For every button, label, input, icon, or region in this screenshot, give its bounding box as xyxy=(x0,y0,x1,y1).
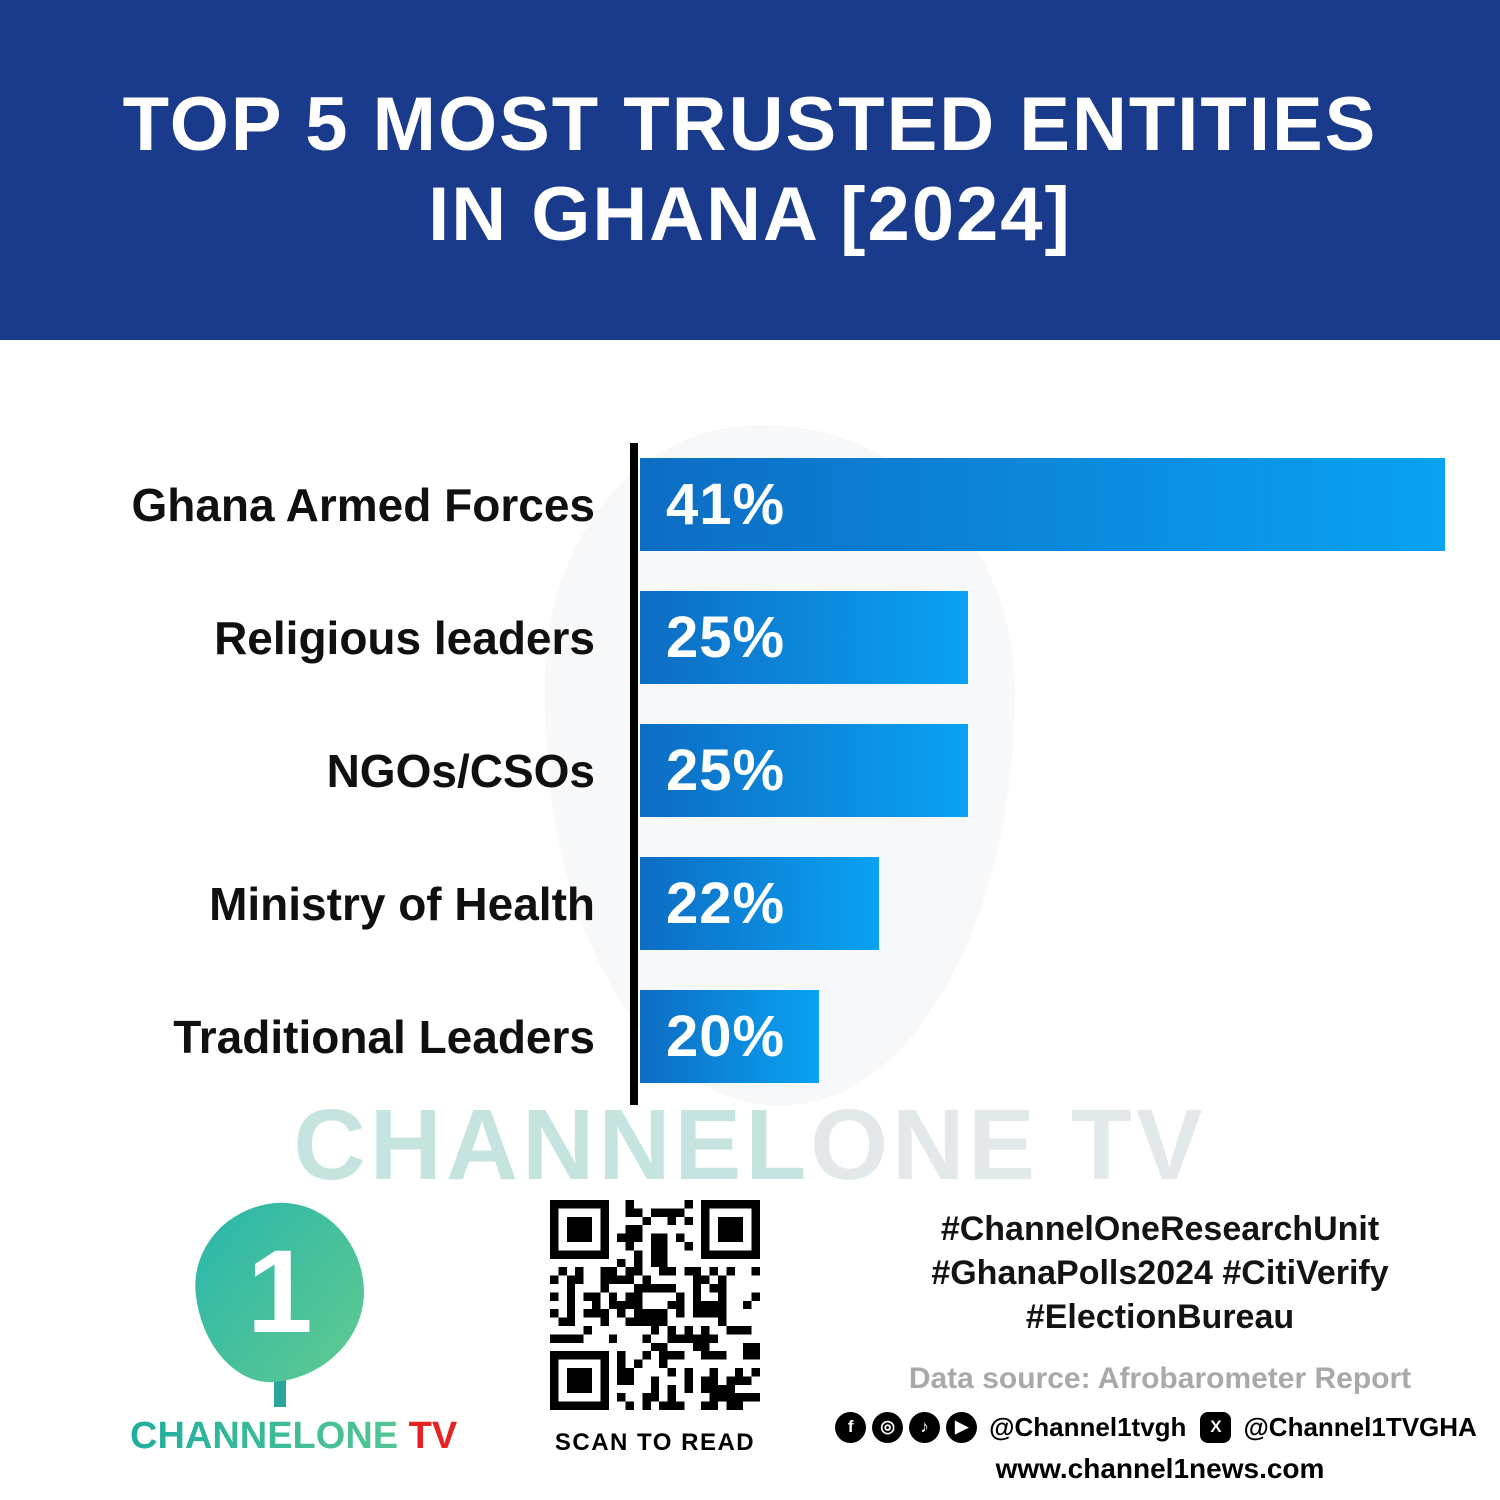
youtube-icon: ▶ xyxy=(946,1411,978,1443)
chart-row: Ghana Armed Forces 41% xyxy=(0,458,1500,551)
category-label: NGOs/CSOs xyxy=(326,744,595,797)
x-twitter-icon: X xyxy=(1200,1411,1232,1443)
header-banner: TOP 5 MOST TRUSTED ENTITIES IN GHANA [20… xyxy=(0,0,1500,340)
category-label: Ministry of Health xyxy=(209,877,595,930)
hashtag: #ElectionBureau xyxy=(1025,1298,1295,1337)
value-label: 25% xyxy=(666,605,786,670)
chart-row: Traditional Leaders 20% xyxy=(0,990,1500,1083)
qr-block: SCAN TO READ xyxy=(545,1200,765,1457)
chart-rows: Ghana Armed Forces 41% Religious leaders 25… xyxy=(0,458,1500,1083)
category-label: Traditional Leaders xyxy=(173,1010,595,1063)
brand-text-tv: TV xyxy=(398,1415,458,1457)
chart-row: NGOs/CSOs 25% xyxy=(0,724,1500,817)
brand-text-channelone: CHANNELONE xyxy=(130,1415,399,1457)
data-source: Data source: Afrobarometer Report xyxy=(908,1361,1412,1395)
value-label: 22% xyxy=(666,871,786,936)
logo-stem xyxy=(274,1377,286,1407)
title-line2: IN GHANA [2024] xyxy=(428,172,1072,257)
category-label: Religious leaders xyxy=(214,611,595,664)
page-title: TOP 5 MOST TRUSTED ENTITIES IN GHANA [20… xyxy=(123,80,1378,259)
bar-chart: Ghana Armed Forces 41% Religious leaders 25… xyxy=(0,458,1500,1123)
value-label: 25% xyxy=(666,738,786,803)
channelone-logo-block: 1 CHANNELONE TV xyxy=(130,1194,457,1458)
social-handle-1: @Channel1tvgh xyxy=(989,1411,1187,1442)
footer-right-block: #ChannelOneResearchUnit #GhanaPolls2024 #… xyxy=(835,1207,1477,1485)
facebook-icon: f xyxy=(835,1411,867,1443)
logo-digit: 1 xyxy=(247,1226,313,1359)
bar: 25% xyxy=(640,591,968,684)
hashtag: #GhanaPolls2024 #CitiVerify xyxy=(931,1254,1389,1293)
channelone-logo-icon: 1 xyxy=(187,1194,373,1390)
website-url: www.channel1news.com xyxy=(995,1452,1325,1484)
chart-axis xyxy=(630,443,638,1105)
bar: 20% xyxy=(640,990,819,1083)
brand-text: CHANNELONE TV xyxy=(130,1415,457,1458)
hashtag: #ChannelOneResearchUnit xyxy=(940,1210,1380,1248)
title-line1: TOP 5 MOST TRUSTED ENTITIES xyxy=(122,82,1378,168)
value-label: 20% xyxy=(666,1004,786,1069)
bar: 25% xyxy=(640,724,968,817)
bar: 22% xyxy=(640,857,879,950)
tiktok-icon: ♪ xyxy=(909,1411,941,1443)
category-label: Ghana Armed Forces xyxy=(131,478,595,531)
social-row: f ◎ ♪ ▶ @Channel1tvgh X @Channel1TVGHA xyxy=(835,1411,1477,1443)
bar: 41% xyxy=(640,458,1445,551)
instagram-icon: ◎ xyxy=(872,1411,904,1443)
footer: 1 CHANNELONE TV SCAN TO READ #ChannelOne… xyxy=(0,1194,1500,1500)
value-label: 41% xyxy=(666,472,786,537)
chart-row: Ministry of Health 22% xyxy=(0,857,1500,950)
qr-caption: SCAN TO READ xyxy=(554,1429,756,1456)
social-handle-2: @Channel1TVGHA xyxy=(1243,1411,1477,1442)
chart-row: Religious leaders 25% xyxy=(0,591,1500,684)
hashtags: #ChannelOneResearchUnit #GhanaPolls2024 #… xyxy=(880,1207,1440,1340)
qr-code xyxy=(550,1200,760,1410)
